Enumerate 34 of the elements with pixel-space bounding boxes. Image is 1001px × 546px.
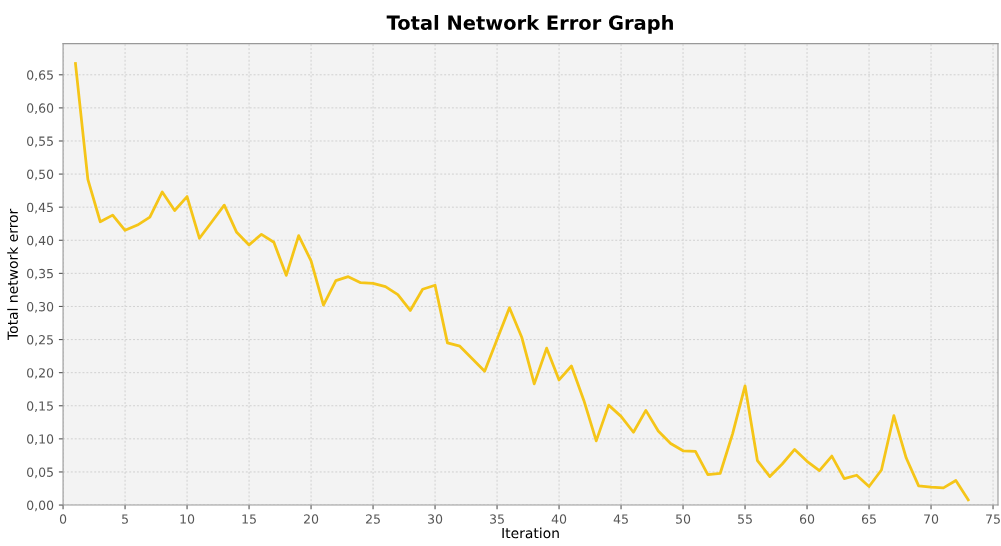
y-tick-label: 0,25 bbox=[27, 335, 53, 346]
x-tick-label: 40 bbox=[551, 514, 567, 524]
y-tick-label: 0,65 bbox=[27, 70, 53, 81]
x-tick-label: 25 bbox=[366, 514, 380, 524]
y-tick-label: 0,60 bbox=[27, 103, 54, 115]
x-tick-label: 70 bbox=[924, 514, 939, 524]
y-axis-title: Total network error bbox=[7, 208, 18, 341]
y-tick-label: 0,30 bbox=[27, 301, 54, 313]
y-tick-label: 0,35 bbox=[27, 268, 53, 280]
y-tick-label: 0,15 bbox=[27, 401, 53, 412]
x-tick-label: 20 bbox=[304, 514, 319, 524]
y-tick-label: 0,20 bbox=[27, 368, 54, 379]
x-tick-label: 15 bbox=[242, 514, 256, 524]
x-tick-label: 30 bbox=[428, 514, 443, 524]
x-tick-label: 55 bbox=[738, 514, 752, 524]
x-tick-label: 0 bbox=[59, 514, 67, 524]
x-tick-label: 60 bbox=[799, 514, 815, 524]
x-tick-label: 35 bbox=[490, 514, 504, 524]
x-axis-title: Iteration bbox=[502, 527, 559, 539]
x-tick-label: 5 bbox=[122, 514, 128, 524]
y-tick-label: 0,55 bbox=[27, 136, 53, 148]
x-tick-label: 10 bbox=[180, 514, 195, 524]
x-tick-label: 45 bbox=[613, 514, 628, 524]
line-series bbox=[74, 62, 970, 502]
y-tick-label: 0,45 bbox=[27, 202, 53, 214]
y-tick-label: 0,00 bbox=[27, 500, 54, 512]
y-tick-label: 0,05 bbox=[27, 467, 53, 479]
x-tick-label: 65 bbox=[861, 514, 876, 524]
x-tick-label: 50 bbox=[676, 514, 691, 524]
x-tick-label: 75 bbox=[986, 514, 1000, 524]
y-tick-label: 0,40 bbox=[27, 235, 54, 247]
chart-title: Total Network Error Graph bbox=[386, 15, 673, 34]
y-tick-label: 0,10 bbox=[27, 434, 54, 446]
y-tick-label: 0,50 bbox=[27, 169, 54, 181]
